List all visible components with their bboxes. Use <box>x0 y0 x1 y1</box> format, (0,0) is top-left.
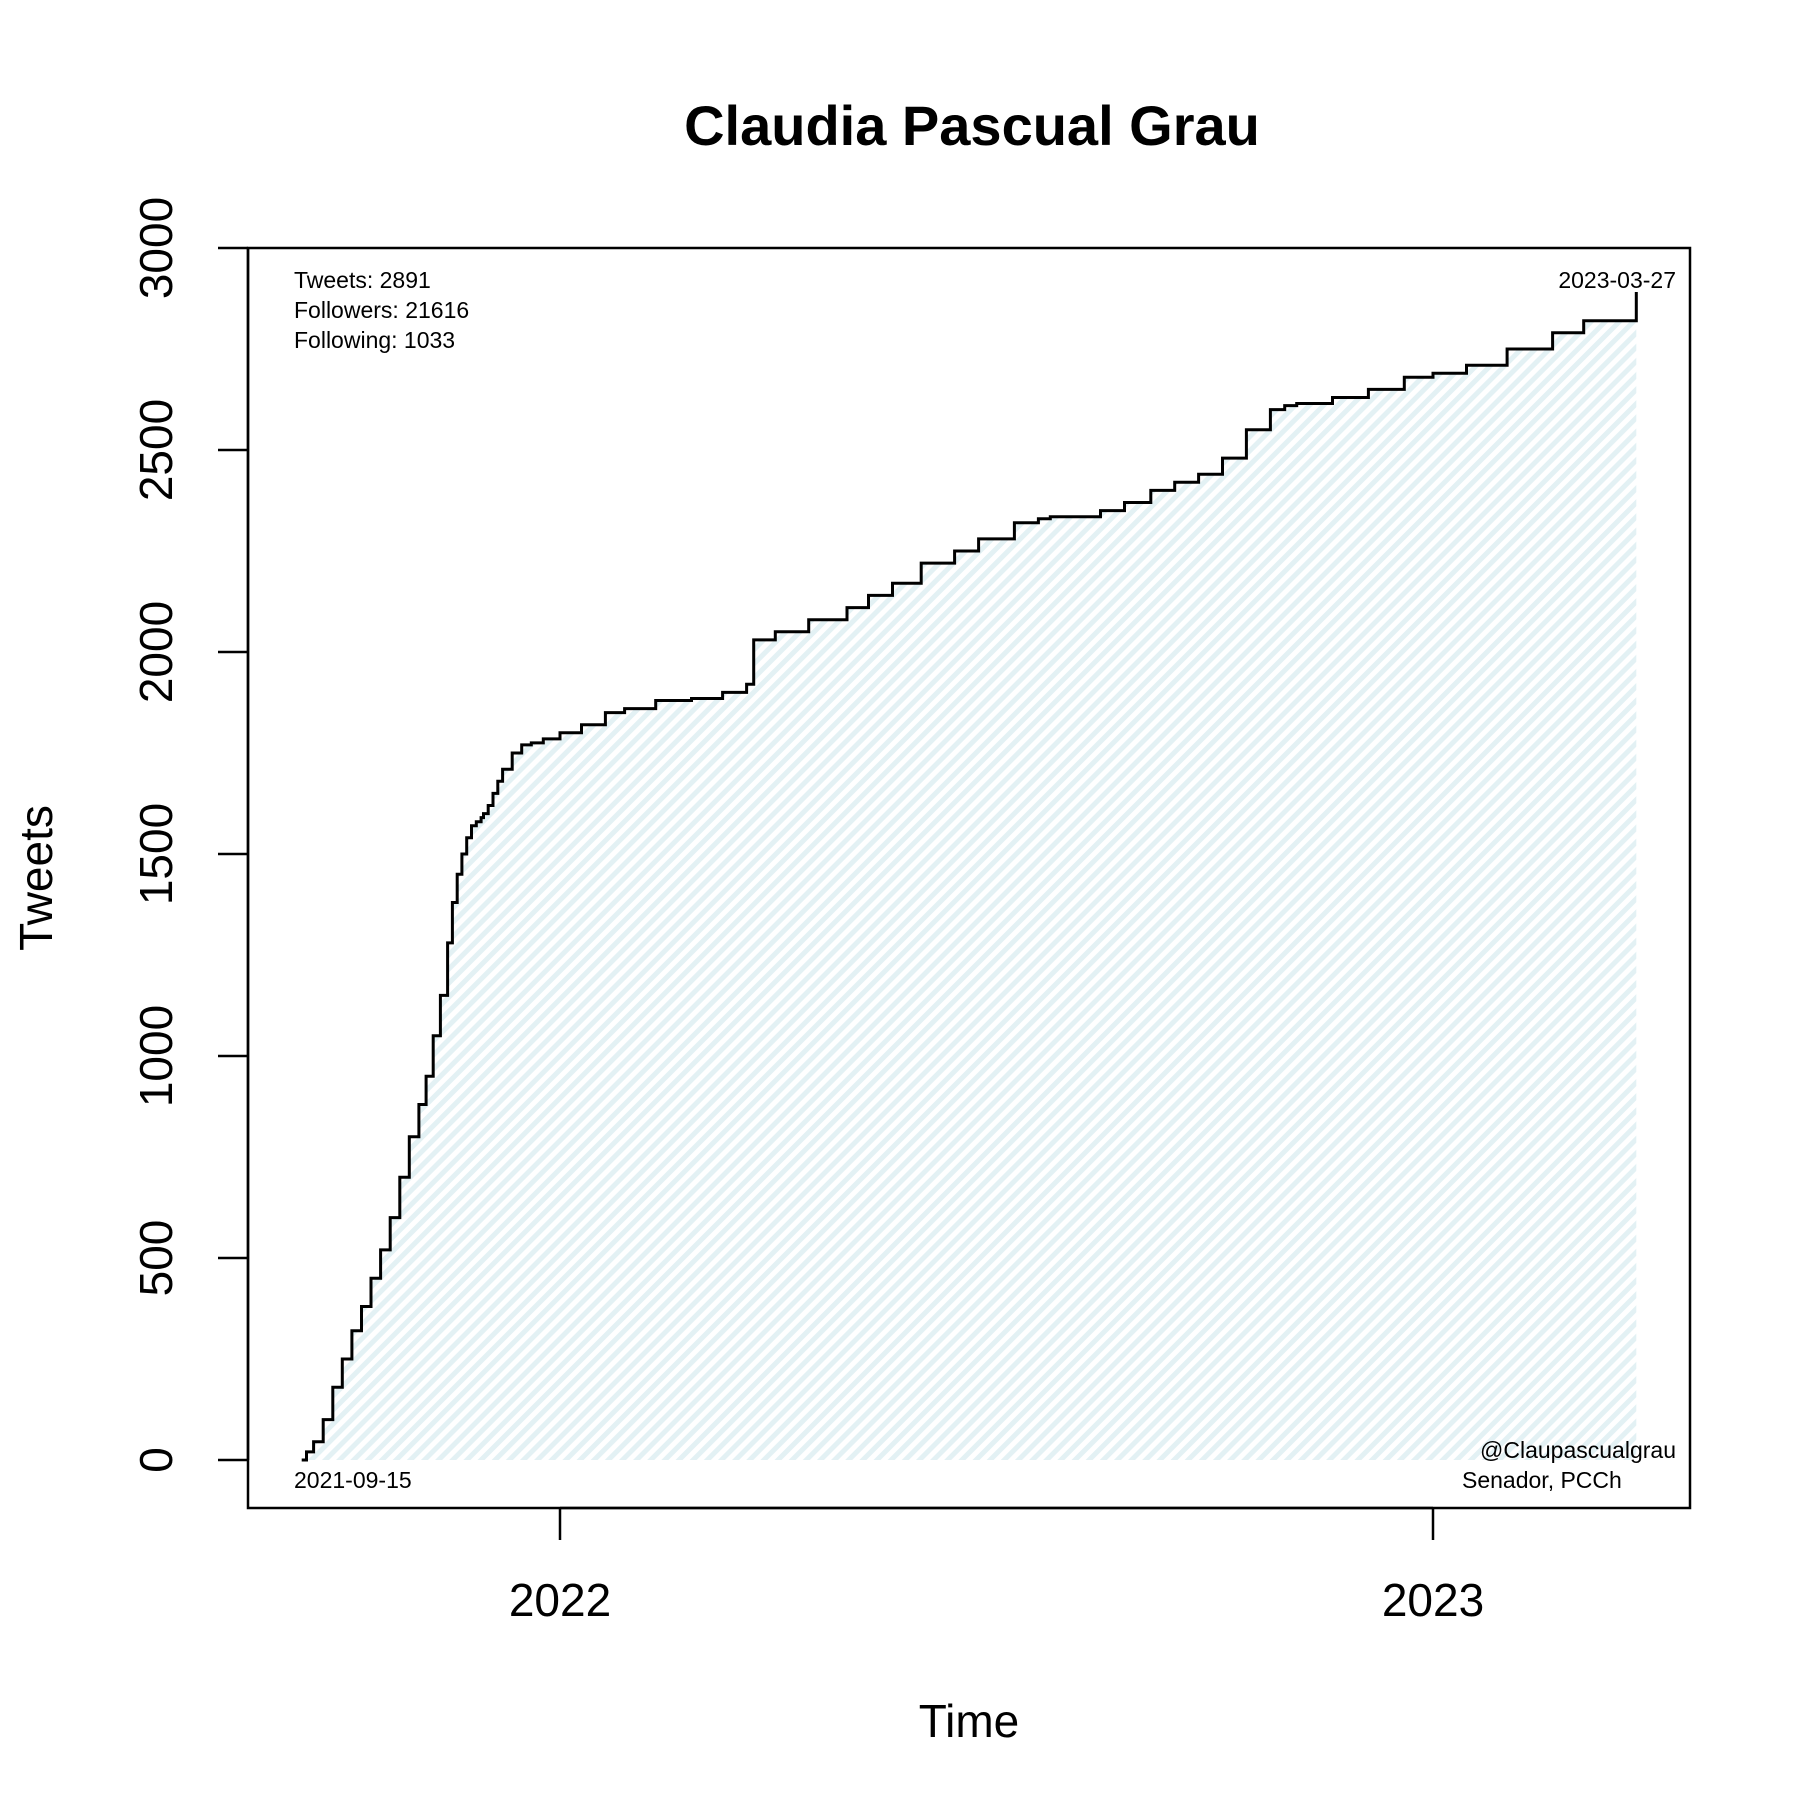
start-date-label: 2021-09-15 <box>294 1467 412 1493</box>
x-axis-label: Time <box>919 1695 1020 1747</box>
x-tick-label: 2023 <box>1382 1574 1484 1626</box>
y-tick-label: 0 <box>130 1447 182 1473</box>
stat-following: Following: 1033 <box>294 327 455 353</box>
y-tick-label: 2500 <box>130 399 182 501</box>
y-tick-label: 1500 <box>130 803 182 905</box>
stat-tweets: Tweets: 2891 <box>294 267 431 293</box>
account-handle: @Claupascualgrau <box>1480 1437 1676 1463</box>
chart-title: Claudia Pascual Grau <box>684 94 1260 157</box>
y-axis-label: Tweets <box>10 805 62 951</box>
end-date-label: 2023-03-27 <box>1558 267 1676 293</box>
y-tick-label: 1000 <box>130 1005 182 1107</box>
area-fill <box>301 292 1637 1460</box>
y-tick-label: 3000 <box>130 197 182 299</box>
y-tick-label: 2000 <box>130 601 182 703</box>
account-role: Senador, PCCh <box>1462 1467 1622 1493</box>
stat-followers: Followers: 21616 <box>294 297 469 323</box>
series-line <box>301 292 1638 1462</box>
x-tick-label: 2022 <box>509 1574 611 1626</box>
y-tick-label: 500 <box>130 1220 182 1297</box>
y-axis: 0 500 1000 1500 2000 2500 3000 <box>130 197 250 1473</box>
x-axis: 2022 2023 <box>509 1506 1484 1626</box>
